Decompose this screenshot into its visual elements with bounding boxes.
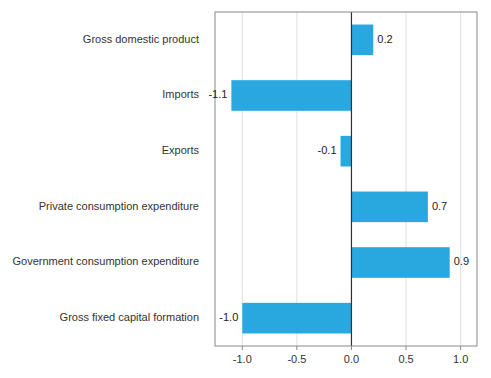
tick-label: -0.5: [287, 353, 306, 365]
category-label: Gross domestic product: [83, 33, 199, 45]
data-label: -1.0: [219, 311, 238, 323]
bar: [351, 192, 427, 223]
category-labels: Gross fixed capital formation Government …: [13, 33, 200, 323]
tick-mark: [242, 346, 243, 350]
grid-line: [406, 12, 407, 346]
tick-mark: [351, 346, 352, 350]
category-label: Exports: [162, 144, 200, 156]
category-label: Imports: [162, 88, 199, 100]
bar: [341, 136, 352, 167]
grid-line: [242, 12, 243, 346]
tick-label: -1.0: [233, 353, 252, 365]
tick-label: 1.0: [453, 353, 468, 365]
category-label: Private consumption expenditure: [39, 200, 199, 212]
grid: [242, 12, 460, 346]
tick-label: 0.0: [344, 353, 359, 365]
category-label: Gross fixed capital formation: [60, 311, 199, 323]
chart: Gross fixed capital formation Government …: [0, 0, 491, 378]
bar: [351, 25, 373, 56]
grid-line: [351, 12, 352, 346]
data-label: -0.1: [318, 144, 337, 156]
grid-line: [460, 12, 461, 346]
grid-line: [296, 12, 297, 346]
bars: [231, 25, 449, 334]
tick-mark: [406, 346, 407, 350]
bar: [351, 247, 449, 278]
tick-mark: [296, 346, 297, 350]
data-label: 0.9: [454, 255, 469, 267]
data-label: 0.7: [432, 200, 447, 212]
category-label: Government consumption expenditure: [13, 255, 200, 267]
plot-frame: [215, 12, 477, 346]
data-labels: -1.0 0.9 0.7 -0.1 -1.1 0.2: [208, 33, 469, 323]
data-label: -1.1: [208, 88, 227, 100]
data-label: 0.2: [377, 33, 392, 45]
tick-mark: [460, 346, 461, 350]
zero-line: [351, 12, 352, 346]
bar: [231, 80, 351, 111]
bar: [242, 303, 351, 334]
tick-label: 0.5: [398, 353, 413, 365]
x-axis: -1.0 -0.5 0.0 0.5 1.0: [233, 346, 468, 365]
